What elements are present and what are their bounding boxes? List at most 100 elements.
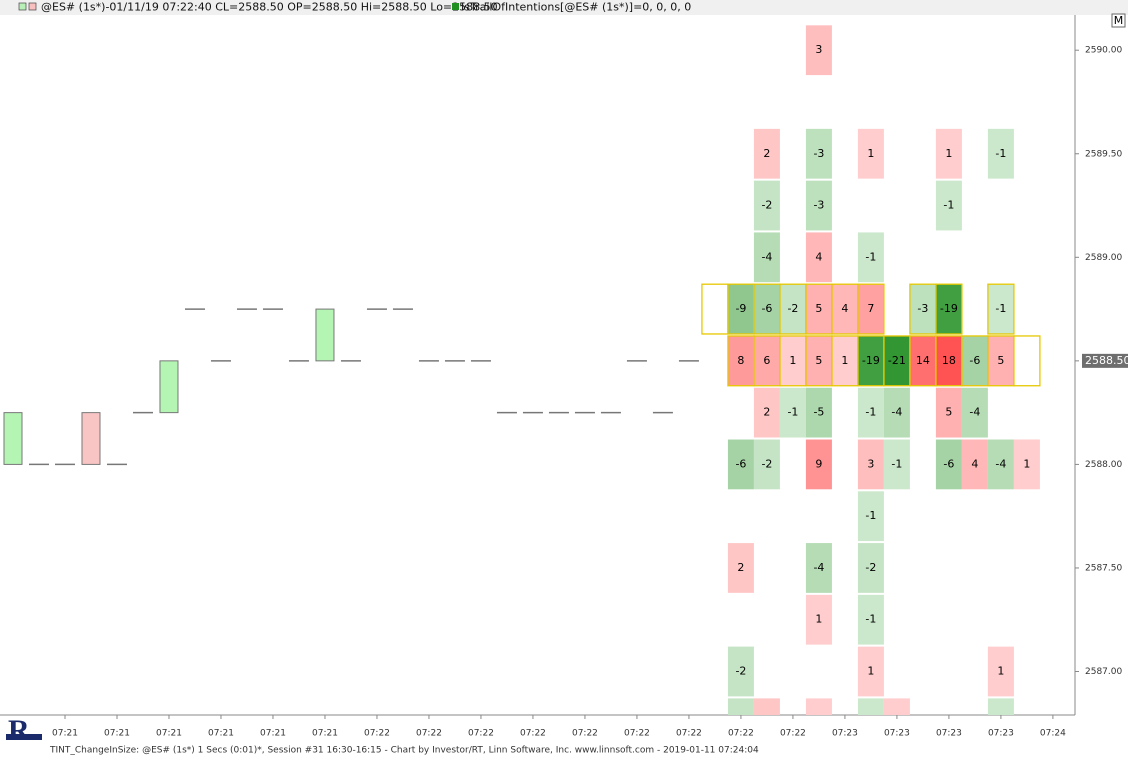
x-tick-label: 07:21 bbox=[104, 729, 130, 739]
cell-label: 5 bbox=[815, 354, 822, 367]
header-indicator: IsTrailOfIntentions[@ES# (1s*)]=0, 0, 0,… bbox=[461, 1, 691, 14]
cell-label: -1 bbox=[865, 406, 876, 419]
x-tick-label: 07:22 bbox=[676, 729, 702, 739]
cell bbox=[935, 387, 962, 438]
cell-label: 4 bbox=[815, 250, 822, 263]
cell bbox=[753, 180, 780, 231]
cell bbox=[805, 232, 832, 283]
x-tick-label: 07:22 bbox=[364, 729, 390, 739]
cell-label: -6 bbox=[735, 457, 746, 470]
cell bbox=[987, 439, 1014, 490]
trail-box bbox=[987, 283, 1015, 335]
cell bbox=[935, 128, 962, 179]
cell-label: -4 bbox=[813, 561, 824, 574]
cell-label: 1 bbox=[867, 147, 874, 160]
x-tick-label: 07:21 bbox=[52, 729, 78, 739]
cell-label: 4 bbox=[841, 302, 848, 315]
cell-label: -5 bbox=[813, 406, 824, 419]
x-tick-label: 07:23 bbox=[832, 729, 858, 739]
cell-label: -1 bbox=[865, 250, 876, 263]
cell bbox=[1013, 439, 1040, 490]
cell bbox=[935, 439, 962, 490]
cell-label: -1 bbox=[787, 406, 798, 419]
cell bbox=[727, 335, 754, 386]
cell-label: -4 bbox=[891, 406, 902, 419]
cell-label: -19 bbox=[862, 354, 880, 367]
cell bbox=[961, 335, 988, 386]
button[interactable] bbox=[1111, 13, 1126, 28]
cell bbox=[883, 335, 910, 386]
cell-label: 1 bbox=[815, 613, 822, 626]
cell-label: -3 bbox=[917, 302, 928, 315]
cell bbox=[753, 335, 780, 386]
cell-label: 1 bbox=[997, 665, 1004, 678]
cell-label: -1 bbox=[943, 199, 954, 212]
cell bbox=[727, 284, 754, 334]
cell-label: -6 bbox=[969, 354, 980, 367]
last-price-tag bbox=[1082, 353, 1128, 368]
cell bbox=[857, 284, 884, 334]
cell bbox=[857, 646, 884, 697]
candle bbox=[315, 308, 335, 362]
cell bbox=[857, 439, 884, 490]
cell bbox=[857, 128, 884, 179]
cell-label: 2 bbox=[763, 147, 770, 160]
svg-text:R: R bbox=[8, 714, 30, 747]
cell bbox=[857, 594, 884, 645]
cell bbox=[909, 284, 936, 334]
cell-label: 3 bbox=[867, 457, 874, 470]
cell bbox=[753, 439, 780, 490]
cell bbox=[753, 698, 780, 715]
x-tick-label: 07:22 bbox=[468, 729, 494, 739]
x-tick-label: 07:22 bbox=[780, 729, 806, 739]
x-tick-label: 07:23 bbox=[884, 729, 910, 739]
trail-box bbox=[1013, 335, 1041, 387]
cell bbox=[805, 439, 832, 490]
cell bbox=[779, 387, 806, 438]
cell-label: 8 bbox=[737, 354, 744, 367]
header-symbol: @ES# (1s*)-01/11/19 07:22:40 CL=2588.50 … bbox=[41, 1, 498, 14]
trail-box bbox=[701, 283, 729, 335]
cell bbox=[883, 387, 910, 438]
cell bbox=[753, 232, 780, 283]
cell-label: 2 bbox=[737, 561, 744, 574]
cell bbox=[805, 698, 832, 715]
cell bbox=[805, 335, 832, 386]
x-tick-label: 07:22 bbox=[572, 729, 598, 739]
cell bbox=[805, 543, 832, 593]
cell bbox=[727, 543, 754, 593]
cell bbox=[805, 180, 832, 231]
cell bbox=[883, 698, 910, 715]
x-tick-label: 07:22 bbox=[728, 729, 754, 739]
cell bbox=[857, 543, 884, 593]
cell bbox=[857, 491, 884, 542]
cell-label: -6 bbox=[943, 457, 954, 470]
cell bbox=[857, 698, 884, 715]
button-label[interactable]: M bbox=[1114, 14, 1124, 27]
y-tick-label: 2589.00 bbox=[1085, 253, 1122, 263]
cell bbox=[987, 335, 1014, 386]
y-tick-label: 2587.00 bbox=[1085, 667, 1122, 677]
x-tick-label: 07:23 bbox=[988, 729, 1014, 739]
cell bbox=[831, 284, 858, 334]
cell-label: -3 bbox=[813, 199, 824, 212]
cell-label: -4 bbox=[995, 457, 1006, 470]
cell-label: -19 bbox=[940, 302, 958, 315]
cell bbox=[857, 387, 884, 438]
trail-box bbox=[857, 283, 885, 335]
cell bbox=[987, 698, 1014, 715]
x-tick-label: 07:21 bbox=[208, 729, 234, 739]
cell-label: -1 bbox=[995, 147, 1006, 160]
cell-label: -2 bbox=[735, 665, 746, 678]
x-tick-label: 07:22 bbox=[416, 729, 442, 739]
cell-label: -1 bbox=[865, 509, 876, 522]
cell-label: 5 bbox=[815, 302, 822, 315]
cell-label: 1 bbox=[945, 147, 952, 160]
cell-label: 18 bbox=[942, 354, 956, 367]
cell-label: -3 bbox=[813, 147, 824, 160]
cell-label: 5 bbox=[945, 406, 952, 419]
cell bbox=[935, 284, 962, 334]
cell bbox=[727, 698, 754, 715]
